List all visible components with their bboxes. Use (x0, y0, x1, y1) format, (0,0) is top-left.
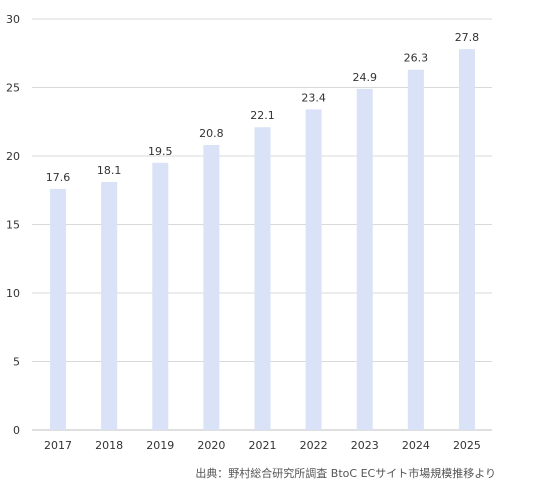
data-label: 18.1 (97, 164, 122, 177)
bar-2018 (101, 182, 118, 430)
data-label: 24.9 (352, 71, 377, 84)
bars (50, 49, 475, 431)
data-label: 20.8 (199, 127, 224, 140)
x-tick-label: 2024 (402, 439, 430, 452)
x-tick-label: 2022 (300, 439, 328, 452)
x-tick-label: 2017 (44, 439, 72, 452)
x-axis-tick-labels: 2017 2018 2019 2020 2021 2022 2023 2024 2025 (44, 439, 481, 452)
x-tick-label: 2019 (146, 439, 174, 452)
data-label: 26.3 (404, 52, 429, 65)
y-tick-label: 15 (6, 219, 20, 232)
data-labels: 17.6 18.1 19.5 20.8 22.1 23.4 24.9 26.3 27.8 (46, 31, 479, 184)
y-tick-label: 5 (13, 356, 20, 369)
y-tick-label: 10 (6, 287, 20, 300)
bar-2025 (458, 49, 475, 430)
bar-2017 (50, 188, 67, 430)
data-label: 22.1 (250, 109, 275, 122)
data-label: 23.4 (301, 91, 326, 104)
y-tick-label: 30 (6, 13, 20, 26)
data-label: 19.5 (148, 145, 173, 158)
bar-2019 (152, 162, 169, 430)
x-tick-label: 2023 (351, 439, 379, 452)
source-note: 出典：野村総合研究所調査 BtoC ECサイト市場規模推移より (195, 466, 496, 480)
bar-2023 (356, 88, 373, 431)
bar-2022 (305, 109, 322, 431)
x-tick-label: 2020 (197, 439, 225, 452)
x-tick-label: 2018 (95, 439, 123, 452)
bar-2021 (254, 127, 271, 430)
y-tick-label: 0 (13, 424, 20, 437)
bar-2024 (407, 69, 424, 430)
x-tick-label: 2021 (249, 439, 277, 452)
y-axis-tick-labels: 0 5 10 15 20 25 30 (6, 13, 20, 437)
x-tick-label: 2025 (453, 439, 481, 452)
data-label: 17.6 (46, 171, 71, 184)
bar-2020 (203, 145, 220, 431)
y-tick-label: 25 (6, 82, 20, 95)
data-label: 27.8 (455, 31, 480, 44)
y-tick-label: 20 (6, 150, 20, 163)
